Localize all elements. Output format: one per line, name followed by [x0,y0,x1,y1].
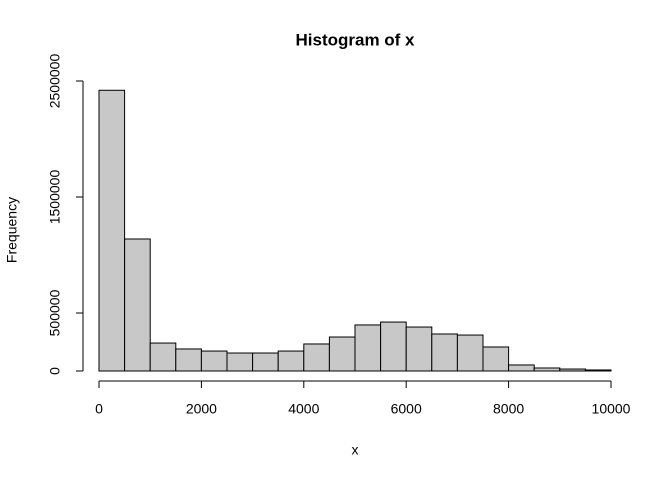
y-tick-label: 500000 [47,289,63,336]
bar [405,326,433,372]
bar [328,336,356,372]
bar [124,238,151,372]
bar [303,343,330,372]
bar [277,350,305,372]
bar [149,342,177,372]
x-tick-label: 6000 [391,401,422,417]
bar [559,368,586,372]
bar [482,346,510,372]
chart-title: Histogram of x [295,30,415,49]
bar [533,367,561,372]
x-tick-label: 0 [95,401,103,417]
x-tick-label: 8000 [493,401,524,417]
y-tick-label: 1500000 [47,170,63,225]
bar [226,352,254,372]
bar [508,364,535,372]
bar [200,350,228,372]
x-tick-label: 4000 [288,401,319,417]
x-tick-label: 2000 [186,401,217,417]
bar [456,334,484,372]
bar [354,324,382,372]
bar [380,321,407,372]
y-tick-label: 0 [47,367,63,375]
bar [584,369,612,372]
bar [252,352,279,372]
y-tick-label: 2500000 [47,54,63,109]
y-axis-label: Frequency [4,197,20,263]
bar [175,348,202,372]
bar [431,333,458,372]
x-axis-label: x [352,442,359,458]
bar [98,89,126,372]
x-tick-label: 10000 [592,401,631,417]
